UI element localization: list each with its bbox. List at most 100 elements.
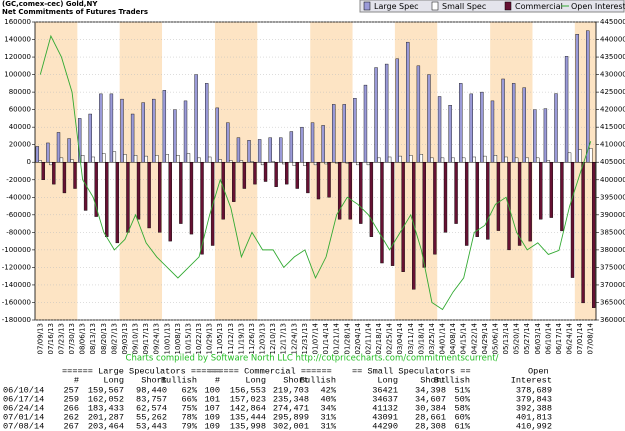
y2-tick-label: 385000	[600, 228, 625, 236]
x-tick-label: 03/25/14	[428, 322, 436, 354]
y2-tick-label: 395000	[600, 193, 625, 201]
bar	[440, 157, 445, 163]
bar	[380, 162, 384, 264]
table-cell: 44290	[372, 421, 398, 431]
table-cell: 162,052	[88, 394, 124, 404]
bar	[226, 122, 230, 163]
bar	[517, 162, 522, 246]
bar	[395, 58, 399, 163]
bar	[327, 162, 331, 198]
bar	[528, 162, 532, 242]
legend-label: Large Spec	[374, 2, 419, 11]
bar	[123, 154, 127, 163]
table-cell: 135,444	[230, 412, 266, 422]
bar	[194, 74, 198, 163]
bar	[186, 153, 191, 163]
table-cell: 34%	[321, 403, 337, 413]
bar	[165, 154, 169, 163]
table-cell: 302,001	[273, 421, 309, 431]
chart-title: (GC,comex-cec) Gold,NY	[2, 0, 98, 8]
y-tick-label: -20000	[6, 176, 31, 184]
table-cell: 142,864	[230, 403, 266, 413]
x-tick-label: 01/07/14	[312, 322, 320, 354]
table-cell: 266	[64, 403, 79, 413]
bar	[390, 162, 395, 266]
y2-tick-label: 420000	[600, 106, 625, 114]
bar	[539, 162, 543, 220]
table-cell: 34637	[372, 394, 398, 404]
chart-subtitle: Net Commitments of Futures Traders	[2, 8, 148, 16]
bar	[242, 162, 247, 189]
x-tick-label: 01/14/14	[322, 322, 330, 354]
bar	[46, 142, 50, 163]
bar	[374, 67, 378, 163]
x-tick-label: 04/22/14	[470, 322, 478, 354]
x-tick-label: 05/13/14	[502, 322, 510, 354]
table-cell: 34,398	[415, 385, 446, 395]
y-tick-label: -140000	[2, 281, 31, 289]
bar	[342, 104, 346, 163]
x-tick-label: 10/01/13	[163, 323, 171, 354]
bar	[109, 93, 114, 163]
y-tick-label: 60000	[9, 106, 31, 114]
open-interest-line	[39, 34, 592, 311]
x-tick-label: 05/06/14	[491, 322, 499, 354]
bar	[105, 162, 109, 237]
bar	[348, 162, 352, 220]
x-tick-label: 03/04/14	[396, 322, 404, 354]
bar	[67, 138, 71, 163]
bar	[70, 159, 74, 163]
table-cell: 267	[64, 421, 79, 431]
y-tick-label: -180000	[2, 316, 31, 324]
bar	[536, 157, 540, 163]
y-tick-label: 80000	[9, 88, 31, 96]
x-tick-label: 10/22/13	[195, 323, 203, 354]
bar	[115, 162, 120, 244]
table-cell: 31%	[321, 412, 337, 422]
y2-tick-label: 390000	[600, 211, 625, 219]
table-cell: 100	[205, 385, 220, 395]
bar	[546, 160, 551, 163]
table-cell: 379,843	[516, 394, 552, 404]
table-cell: 62%	[182, 385, 198, 395]
x-tick-label: 10/15/13	[184, 323, 192, 354]
y2-tick-label: 430000	[600, 71, 625, 79]
bar	[359, 162, 363, 224]
x-tick-label: 07/16/13	[47, 323, 55, 354]
bar	[427, 74, 431, 163]
x-tick-label: 02/18/14	[375, 322, 383, 354]
y2-tick-label: 370000	[600, 281, 625, 289]
bar	[366, 162, 371, 166]
bar	[448, 105, 452, 163]
table-group-header: Open	[528, 366, 549, 376]
bar	[387, 156, 392, 163]
table-cell: 40%	[321, 394, 337, 404]
bar	[205, 83, 209, 163]
x-tick-label: 06/10/14	[544, 322, 552, 354]
x-tick-label: 12/10/13	[269, 323, 277, 354]
table-cell: 107	[205, 403, 220, 413]
table-header: Bullish	[434, 375, 470, 385]
table-cell: 34,607	[415, 394, 446, 404]
bar	[454, 162, 458, 224]
x-tick-label: 04/08/14	[449, 322, 457, 354]
bar	[136, 162, 141, 220]
bar	[168, 162, 172, 242]
bar	[176, 155, 180, 163]
bar	[268, 137, 272, 163]
bar	[430, 157, 434, 163]
table-header: Bullish	[161, 375, 197, 385]
bar	[120, 98, 124, 163]
y-tick-label: 20000	[9, 141, 31, 149]
bar	[586, 30, 590, 163]
bar	[549, 162, 554, 218]
bar	[133, 155, 138, 163]
bar	[363, 84, 368, 163]
bar	[49, 162, 53, 166]
bar	[353, 98, 357, 163]
table-group-header: == Small Speculators ==	[352, 366, 471, 376]
bar	[578, 149, 582, 163]
bar	[570, 162, 575, 278]
table-cell: 28,661	[415, 412, 446, 422]
